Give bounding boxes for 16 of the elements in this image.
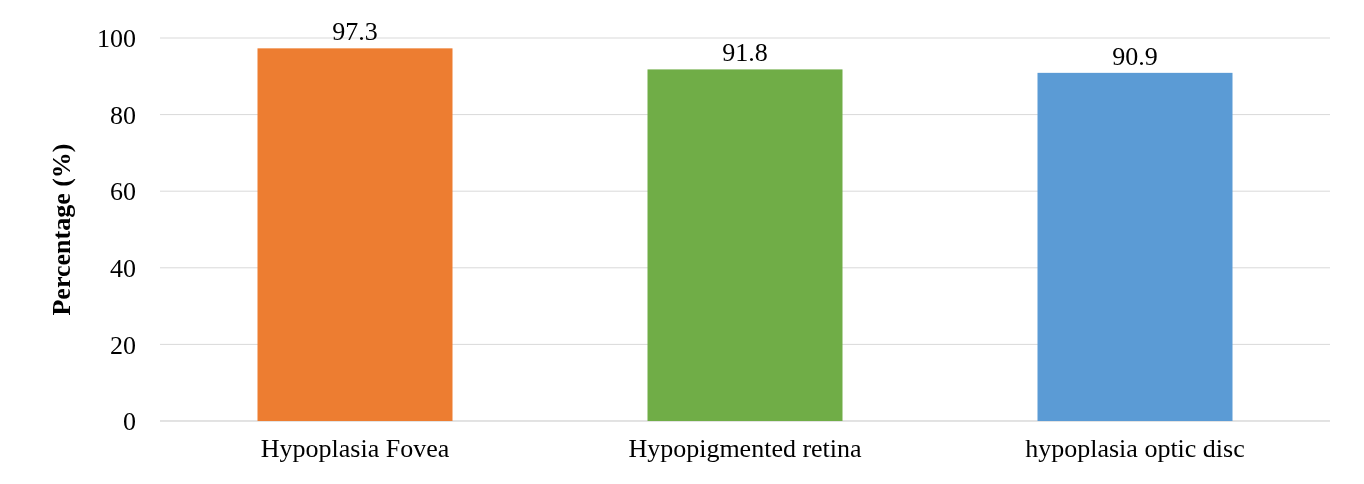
data-label: 97.3 — [332, 17, 378, 47]
y-tick-label: 40 — [110, 253, 136, 283]
x-tick-label: Hypopigmented retina — [628, 434, 863, 463]
y-tick-label: 20 — [110, 330, 136, 360]
y-tick-label: 80 — [110, 100, 136, 130]
y-tick-label: 0 — [123, 407, 136, 437]
bar — [257, 48, 453, 421]
y-tick-label: 100 — [97, 24, 136, 54]
data-label: 90.9 — [1112, 41, 1158, 71]
y-axis-title: Percentage (%) — [47, 143, 76, 316]
bar — [1037, 72, 1233, 421]
y-tick-label: 60 — [110, 177, 136, 207]
data-label: 91.8 — [722, 38, 768, 68]
x-tick-label: Hypoplasia Fovea — [260, 434, 450, 463]
x-tick-label: hypoplasia optic disc — [1025, 434, 1245, 463]
bar — [647, 69, 843, 421]
